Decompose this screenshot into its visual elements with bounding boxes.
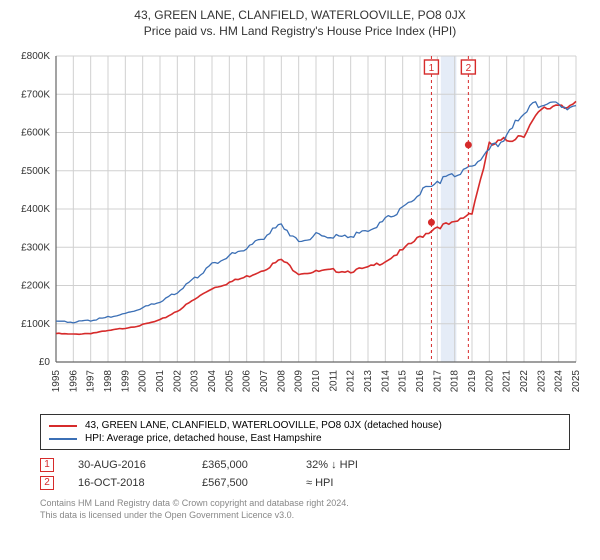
- sales-table: 1 30-AUG-2016 £365,000 32% ↓ HPI 2 16-OCT-201…: [40, 456, 570, 492]
- svg-text:2009: 2009: [294, 370, 305, 393]
- svg-text:2000: 2000: [138, 370, 149, 393]
- svg-text:1997: 1997: [86, 370, 97, 393]
- svg-text:2017: 2017: [432, 370, 443, 393]
- footer-line-1: Contains HM Land Registry data © Crown c…: [40, 498, 570, 510]
- svg-text:2002: 2002: [172, 370, 183, 393]
- legend-item: 43, GREEN LANE, CLANFIELD, WATERLOOVILLE…: [49, 419, 561, 432]
- svg-text:1998: 1998: [103, 370, 114, 393]
- svg-text:£0: £0: [39, 357, 51, 368]
- legend-label: 43, GREEN LANE, CLANFIELD, WATERLOOVILLE…: [85, 420, 442, 431]
- svg-text:2001: 2001: [155, 370, 166, 393]
- page-title: 43, GREEN LANE, CLANFIELD, WATERLOOVILLE…: [0, 8, 600, 22]
- sale-price: £365,000: [202, 459, 282, 471]
- svg-text:2011: 2011: [328, 370, 339, 392]
- footer-line-2: This data is licensed under the Open Gov…: [40, 510, 570, 522]
- svg-text:£800K: £800K: [21, 51, 50, 62]
- svg-text:2018: 2018: [450, 370, 461, 393]
- svg-text:2008: 2008: [276, 370, 287, 393]
- svg-text:£400K: £400K: [21, 204, 50, 215]
- svg-text:2004: 2004: [207, 370, 218, 393]
- sale-date: 30-AUG-2016: [78, 459, 178, 471]
- svg-text:2010: 2010: [311, 370, 322, 393]
- svg-text:2025: 2025: [571, 370, 582, 393]
- legend-item: HPI: Average price, detached house, East…: [49, 432, 561, 445]
- svg-text:2014: 2014: [380, 370, 391, 393]
- page-subtitle: Price paid vs. HM Land Registry's House …: [0, 24, 600, 38]
- sale-delta: ≈ HPI: [306, 477, 333, 489]
- svg-text:2006: 2006: [242, 370, 253, 393]
- sale-row: 1 30-AUG-2016 £365,000 32% ↓ HPI: [40, 456, 570, 474]
- svg-text:2: 2: [466, 63, 472, 74]
- sale-marker: 1: [40, 458, 54, 472]
- svg-text:1996: 1996: [68, 370, 79, 393]
- svg-text:£200K: £200K: [21, 281, 50, 292]
- svg-text:2024: 2024: [554, 370, 565, 393]
- svg-text:1: 1: [429, 63, 435, 74]
- legend-swatch: [49, 438, 77, 440]
- sale-delta: 32% ↓ HPI: [306, 459, 358, 471]
- svg-text:2021: 2021: [502, 370, 513, 393]
- legend-label: HPI: Average price, detached house, East…: [85, 433, 322, 444]
- svg-text:2005: 2005: [224, 370, 235, 393]
- price-chart: £0 £100K £200K £300K £400K £500K £600K £700K £80…: [10, 48, 590, 408]
- legend: 43, GREEN LANE, CLANFIELD, WATERLOOVILLE…: [40, 414, 570, 450]
- svg-text:£600K: £600K: [21, 128, 50, 139]
- sale-row: 2 16-OCT-2018 £567,500 ≈ HPI: [40, 474, 570, 492]
- sale-date: 16-OCT-2018: [78, 477, 178, 489]
- svg-text:1999: 1999: [120, 370, 131, 393]
- svg-text:£100K: £100K: [21, 319, 50, 330]
- svg-text:£500K: £500K: [21, 166, 50, 177]
- svg-text:2020: 2020: [484, 370, 495, 393]
- svg-text:2022: 2022: [519, 370, 530, 393]
- svg-text:2019: 2019: [467, 370, 478, 393]
- svg-text:2012: 2012: [346, 370, 357, 393]
- sale-price: £567,500: [202, 477, 282, 489]
- svg-text:1995: 1995: [51, 370, 62, 393]
- sale-marker: 2: [40, 476, 54, 490]
- svg-text:2023: 2023: [536, 370, 547, 393]
- svg-text:2003: 2003: [190, 370, 201, 393]
- svg-text:2015: 2015: [398, 370, 409, 393]
- footer-attribution: Contains HM Land Registry data © Crown c…: [40, 498, 570, 521]
- svg-text:£700K: £700K: [21, 89, 50, 100]
- svg-text:2007: 2007: [259, 370, 270, 393]
- svg-text:2016: 2016: [415, 370, 426, 393]
- chart-svg: £0 £100K £200K £300K £400K £500K £600K £700K £80…: [10, 48, 590, 408]
- legend-swatch: [49, 425, 77, 427]
- svg-text:2013: 2013: [363, 370, 374, 393]
- svg-text:£300K: £300K: [21, 242, 50, 253]
